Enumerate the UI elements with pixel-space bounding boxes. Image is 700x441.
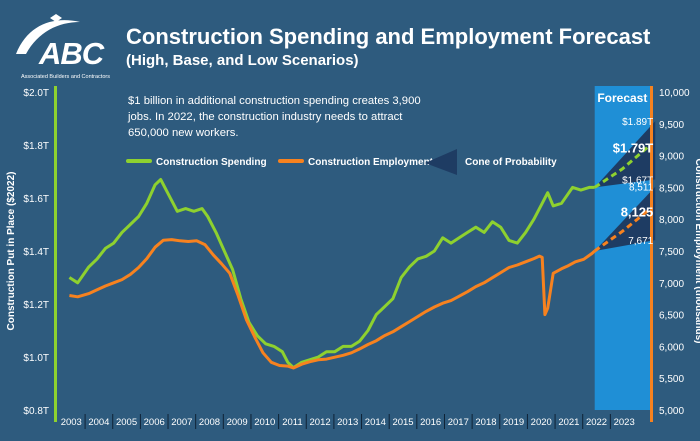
y-left-tick: $1.6T: [23, 194, 49, 205]
x-tick-label: 2020: [531, 417, 552, 428]
logo-subtext: Associated Builders and Contractors: [21, 74, 110, 80]
y-right-tick: 9,000: [659, 152, 684, 163]
legend-label-spending: Construction Spending: [156, 157, 267, 168]
left-axis-bar: [54, 86, 57, 422]
x-tick-label: 2019: [503, 417, 524, 428]
series-forecast-1: [593, 210, 649, 253]
x-tick-label: 2022: [586, 417, 607, 428]
page-subtitle: (High, Base, and Low Scenarios): [126, 52, 359, 69]
x-tick-label: 2008: [199, 417, 220, 428]
value-annotation: 8,125: [621, 204, 654, 219]
page-title: Construction Spending and Employment For…: [126, 24, 651, 49]
y-left-tick: $1.4T: [23, 247, 49, 258]
cone-of-probability-1: [594, 186, 656, 251]
x-tick-label: 2023: [614, 417, 635, 428]
y-left-tick: $1.8T: [23, 141, 49, 152]
y-right-tick: 6,000: [659, 342, 684, 353]
y-left-title: Construction Put in Place ($2022): [6, 172, 17, 331]
x-tick-label: 2012: [310, 417, 331, 428]
y-right-tick: 7,000: [659, 279, 684, 290]
x-tick-label: 2004: [88, 417, 109, 428]
x-tick-label: 2021: [558, 417, 579, 428]
y-right-title: Construction Employment (thousands): [693, 159, 700, 344]
y-right-tick: 7,500: [659, 247, 684, 258]
value-annotation: $1.79T: [613, 141, 654, 156]
y-right-tick: 8,500: [659, 183, 684, 194]
x-tick-label: 2005: [116, 417, 137, 428]
y-left-tick: $2.0T: [23, 88, 49, 99]
x-tick-label: 2003: [61, 417, 82, 428]
x-tick-label: 2017: [448, 417, 469, 428]
x-tick-label: 2009: [227, 417, 248, 428]
y-right-tick: 5,000: [659, 406, 684, 417]
value-annotation: 7,671: [628, 236, 653, 247]
series-forecast-0: [593, 146, 649, 189]
forecast-label: Forecast: [597, 91, 647, 105]
x-tick-label: 2016: [420, 417, 441, 428]
y-right-tick: 9,500: [659, 120, 684, 131]
series-line-0: [68, 178, 595, 370]
legend-label-cone: Cone of Probability: [465, 157, 557, 168]
x-tick-label: 2014: [365, 417, 386, 428]
logo-text: ABC: [39, 36, 104, 71]
x-tick-label: 2010: [254, 417, 275, 428]
y-left-tick: $1.0T: [23, 353, 49, 364]
x-tick-label: 2018: [475, 417, 496, 428]
y-left-tick: $1.2T: [23, 300, 49, 311]
abc-logo: ABC Associated Builders and Contractors: [10, 14, 110, 80]
legend-label-employment: Construction Employment: [308, 157, 434, 168]
value-annotation: $1.67T: [622, 175, 653, 186]
x-tick-label: 2013: [337, 417, 358, 428]
value-annotation: $1.89T: [622, 117, 653, 128]
chart-note: $1 billion in additional construction sp…: [128, 95, 421, 139]
series-line-1: [69, 238, 596, 370]
y-right-tick: 8,000: [659, 215, 684, 226]
y-right-tick: 10,000: [659, 88, 690, 99]
cone-of-probability-0: [594, 121, 656, 188]
y-right-tick: 5,500: [659, 374, 684, 385]
y-left-tick: $0.8T: [23, 406, 49, 417]
x-tick-label: 2007: [171, 417, 192, 428]
legend-swatch-cone: [425, 149, 457, 175]
x-tick-label: 2015: [392, 417, 413, 428]
right-axis-bar: [650, 86, 653, 422]
x-tick-label: 2011: [282, 417, 302, 428]
x-tick-label: 2006: [144, 417, 165, 428]
logo-swoosh-icon: [16, 14, 80, 54]
y-right-tick: 6,500: [659, 311, 684, 322]
value-annotation: 8,511: [629, 183, 654, 194]
